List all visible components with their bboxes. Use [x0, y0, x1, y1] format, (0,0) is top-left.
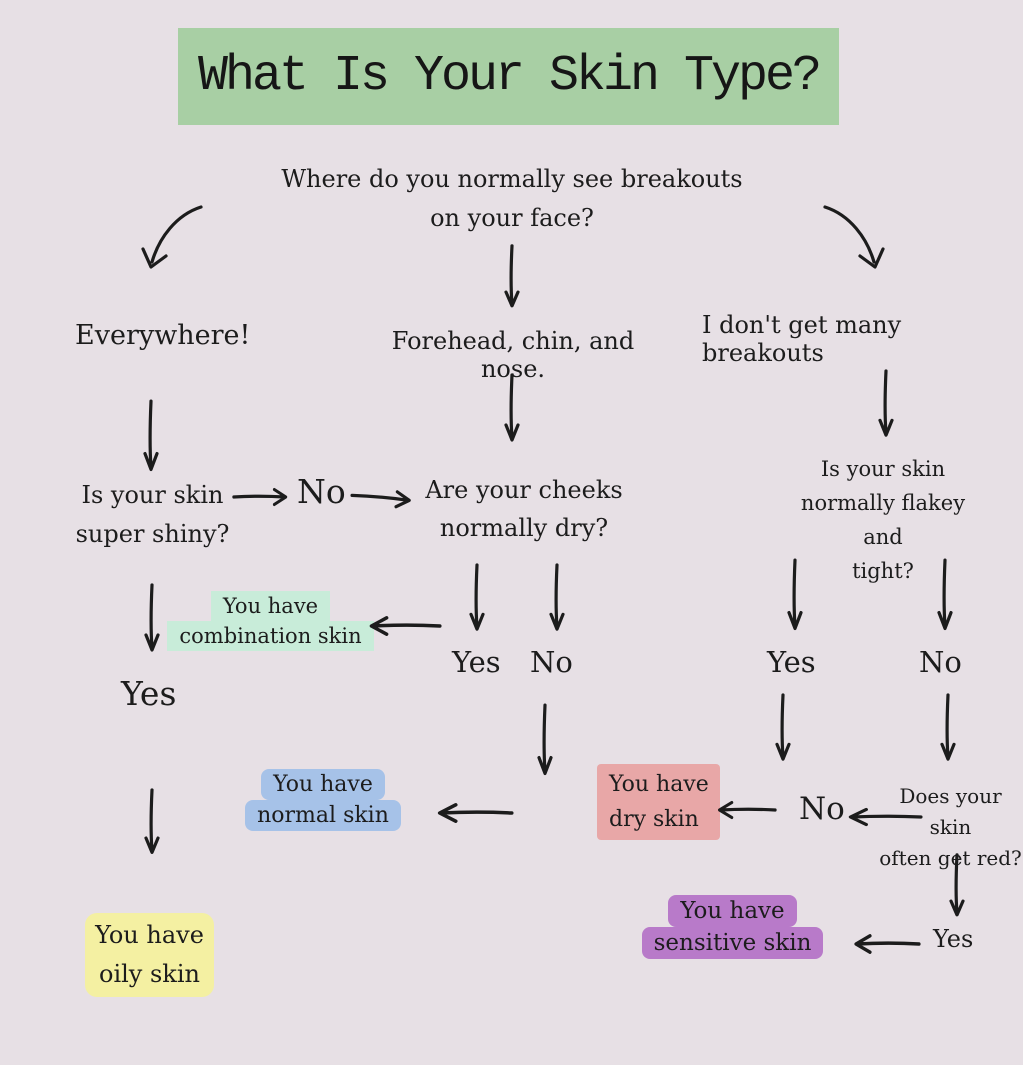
result-line: You have [668, 895, 797, 927]
answer-shiny-no: No [297, 472, 346, 511]
question-often-red: Does your skin often get red? [878, 781, 1023, 874]
result-line: You have [210, 591, 331, 621]
branch-label-everywhere: Everywhere! [75, 320, 251, 351]
arrow-down-yes-to-oily-icon [143, 787, 161, 864]
result-line: You have [261, 769, 385, 800]
arrow-left-no-to-dry-icon [715, 799, 777, 821]
arrow-curved-down-right-icon [818, 200, 888, 278]
page-title-text: What Is Your Skin Type? [197, 48, 822, 105]
arrow-curved-down-left-icon [138, 200, 208, 278]
result-combination-skin: You have combination skin [167, 591, 374, 651]
arrow-down-tzone-icon [503, 372, 521, 452]
question-cheeks-dry: Are your cheeks normally dry? [424, 471, 624, 547]
answer-shiny-yes: Yes [121, 674, 177, 713]
question-line: super shiny? [75, 520, 230, 548]
question-super-shiny: Is your skin super shiny? [60, 476, 245, 554]
answer-red-no: No [799, 791, 845, 827]
result-normal-skin: You have normal skin [245, 769, 401, 831]
answer-red-yes: Yes [933, 925, 974, 953]
result-dry-skin: You have dry skin [597, 764, 720, 840]
root-question-line: on your face? [430, 204, 594, 232]
question-line: Are your cheeks [425, 476, 623, 504]
arrow-down-cheeks-no-icon [548, 562, 566, 641]
branch-label-few-breakouts: I don't get many breakouts [702, 311, 902, 367]
arrow-left-to-combination-icon [366, 614, 442, 638]
arrow-down-few-breakouts-icon [877, 368, 895, 447]
result-line: combination skin [167, 621, 374, 651]
question-line: Is your skin [81, 481, 224, 509]
arrow-down-shiny-yes-icon [143, 582, 161, 662]
result-line: You have [95, 921, 204, 949]
result-line: normal skin [245, 800, 401, 831]
branch-label-forehead-chin-nose: Forehead, chin, and nose. [391, 327, 635, 383]
result-sensitive-skin: You have sensitive skin [641, 895, 824, 959]
arrow-down-root-icon [503, 243, 521, 317]
page-title: What Is Your Skin Type? [178, 28, 839, 125]
result-line: sensitive skin [641, 927, 824, 959]
result-oily-skin: You have oily skin [85, 913, 214, 997]
question-line: Is your skin [820, 457, 946, 481]
answer-cheeks-no: No [530, 645, 573, 679]
arrow-down-everywhere-icon [142, 398, 160, 482]
result-line: oily skin [99, 960, 200, 988]
question-line: Does your skin [899, 784, 1002, 839]
arrow-left-yes-to-sensitive-icon [851, 932, 921, 956]
arrow-right-no-to-cheeks-icon [349, 484, 415, 511]
root-question: Where do you normally see breakouts on y… [262, 160, 762, 238]
question-line: tight? [852, 559, 914, 583]
root-question-line: Where do you normally see breakouts [281, 165, 743, 193]
result-line: dry skin [609, 807, 699, 832]
question-line: often get red? [879, 846, 1022, 870]
arrow-down-no-to-normal-icon [536, 702, 554, 786]
result-line: You have [609, 772, 709, 797]
answer-cheeks-yes: Yes [452, 645, 501, 679]
question-flakey-tight: Is your skin normally flakey and tight? [783, 452, 983, 588]
arrow-down-no-to-red-icon [939, 692, 957, 771]
arrow-down-yes-to-dry-icon [774, 692, 792, 771]
question-line: normally dry? [439, 514, 609, 542]
answer-flakey-yes: Yes [767, 645, 816, 679]
arrow-left-to-normal-icon [434, 801, 514, 825]
arrow-down-cheeks-yes-icon [468, 562, 486, 641]
answer-flakey-no: No [919, 645, 962, 679]
question-line: normally flakey and [800, 491, 966, 549]
